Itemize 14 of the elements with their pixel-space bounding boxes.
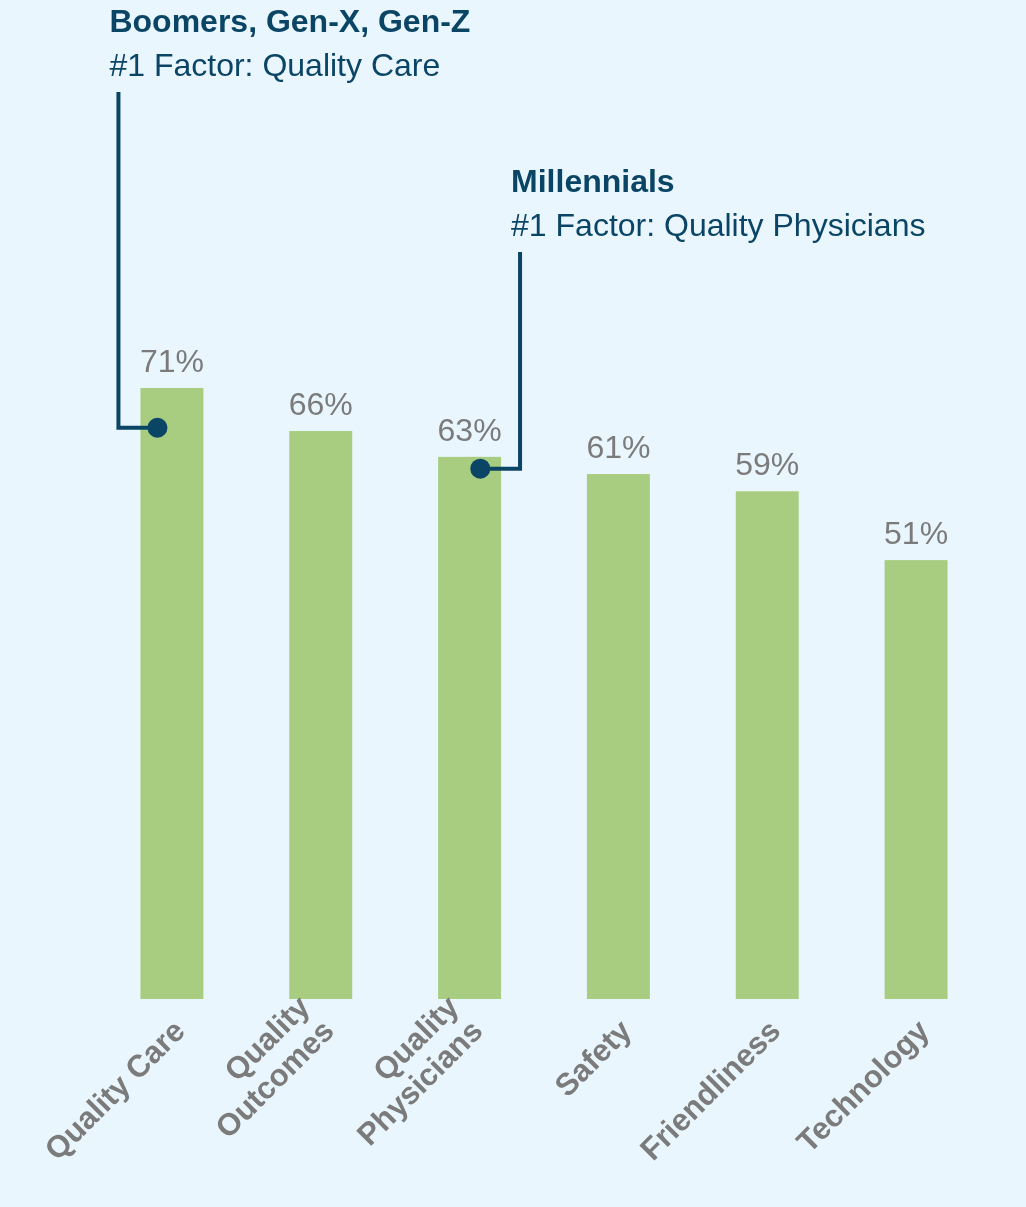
bar bbox=[586, 474, 650, 999]
text: Millennials #1 Factor: Quality Physicians bbox=[511, 163, 926, 243]
bar bbox=[140, 388, 204, 999]
bar bbox=[884, 560, 948, 999]
data-label: 51% bbox=[884, 515, 949, 552]
bar bbox=[438, 456, 502, 999]
text: Boomers, Gen-X, Gen-Z #1 Factor: Quality Care bbox=[109, 3, 471, 83]
data-label: 61% bbox=[586, 429, 651, 466]
data-label: 66% bbox=[288, 386, 353, 423]
data-label: 59% bbox=[735, 446, 800, 483]
data-label: 63% bbox=[437, 411, 502, 448]
data-label: 71% bbox=[139, 343, 204, 379]
bar bbox=[289, 431, 353, 999]
bar bbox=[735, 491, 799, 999]
